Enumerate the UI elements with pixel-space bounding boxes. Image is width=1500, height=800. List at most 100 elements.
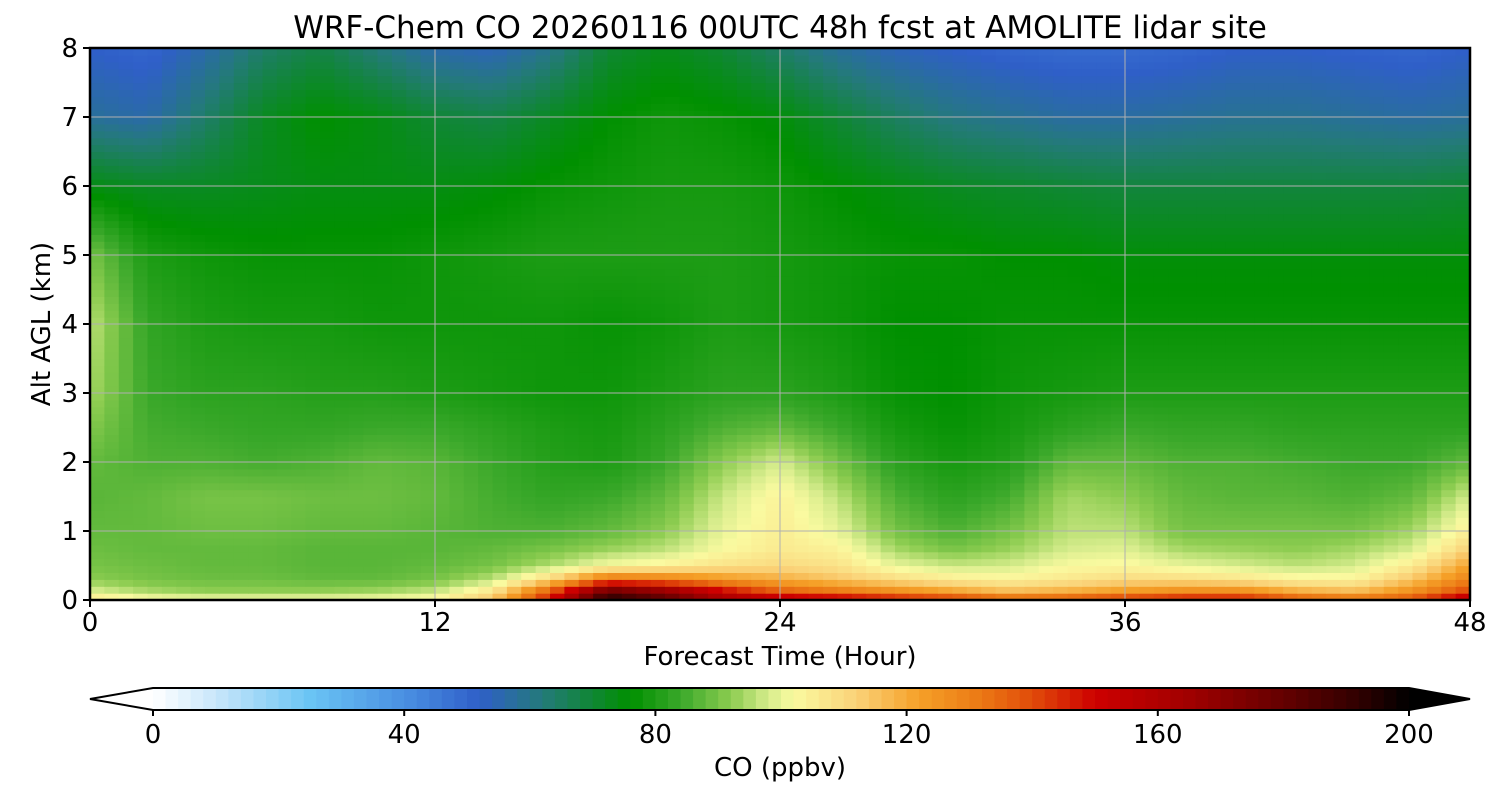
heatmap-cell bbox=[1340, 268, 1356, 277]
heatmap-cell bbox=[90, 468, 105, 477]
heatmap-cell bbox=[952, 503, 968, 511]
heatmap-cell bbox=[693, 372, 709, 380]
heatmap-cell bbox=[679, 261, 695, 270]
heatmap-cell bbox=[1211, 510, 1227, 518]
heatmap-cell bbox=[1441, 317, 1457, 325]
heatmap-cell bbox=[219, 282, 235, 291]
heatmap-cell bbox=[1153, 337, 1169, 346]
heatmap-cell bbox=[90, 586, 105, 594]
heatmap-cell bbox=[1139, 551, 1155, 560]
heatmap-cell bbox=[492, 475, 508, 484]
heatmap-cell bbox=[1096, 482, 1112, 491]
heatmap-cell bbox=[621, 310, 637, 318]
heatmap-cell bbox=[607, 503, 623, 511]
heatmap-cell bbox=[1067, 517, 1083, 525]
heatmap-cell bbox=[679, 593, 695, 601]
heatmap-cell bbox=[636, 517, 652, 525]
heatmap-cell bbox=[938, 351, 954, 360]
heatmap-cell bbox=[650, 379, 666, 387]
heatmap-cell bbox=[1125, 261, 1140, 270]
heatmap-cell bbox=[1383, 551, 1399, 560]
heatmap-cell bbox=[377, 544, 393, 553]
heatmap-cell bbox=[909, 413, 925, 422]
heatmap-cell bbox=[1240, 324, 1255, 332]
heatmap-cell bbox=[1268, 462, 1284, 470]
heatmap-cell bbox=[995, 434, 1011, 442]
heatmap-cell bbox=[291, 344, 307, 353]
heatmap-cell bbox=[1153, 475, 1169, 484]
heatmap-cell bbox=[1297, 365, 1313, 373]
heatmap-cell bbox=[320, 586, 335, 594]
heatmap-cell bbox=[348, 482, 364, 491]
heatmap-cell bbox=[621, 282, 637, 291]
heatmap-cell bbox=[1340, 351, 1356, 360]
heatmap-cell bbox=[650, 586, 666, 594]
heatmap-cell bbox=[535, 406, 551, 415]
heatmap-cell bbox=[621, 255, 637, 263]
heatmap-cell bbox=[248, 365, 264, 373]
heatmap-cell bbox=[1340, 275, 1356, 284]
heatmap-cell bbox=[406, 268, 422, 277]
heatmap-cell bbox=[564, 351, 580, 360]
heatmap-cell bbox=[837, 420, 853, 429]
heatmap-cell bbox=[1326, 406, 1342, 415]
heatmap-cell bbox=[621, 420, 637, 429]
heatmap-cell bbox=[262, 303, 278, 311]
heatmap-cell bbox=[305, 572, 321, 580]
heatmap-cell bbox=[1297, 406, 1313, 415]
heatmap-cell bbox=[780, 344, 795, 353]
heatmap-cell bbox=[736, 448, 752, 456]
heatmap-cell bbox=[923, 420, 939, 429]
heatmap-cell bbox=[880, 372, 896, 380]
heatmap-cell bbox=[463, 544, 479, 553]
heatmap-cell bbox=[276, 358, 292, 366]
heatmap-cell bbox=[1110, 255, 1126, 263]
heatmap-cell bbox=[1355, 503, 1370, 511]
heatmap-cell bbox=[406, 524, 422, 532]
heatmap-cell bbox=[751, 586, 767, 594]
heatmap-cell bbox=[1153, 531, 1169, 539]
heatmap-cell bbox=[1369, 441, 1385, 449]
heatmap-cell bbox=[693, 241, 709, 249]
heatmap-cell bbox=[248, 475, 264, 484]
heatmap-cell bbox=[1326, 358, 1342, 366]
heatmap-cell bbox=[880, 593, 896, 601]
heatmap-cell bbox=[104, 330, 120, 339]
heatmap-cell bbox=[1240, 337, 1255, 346]
heatmap-cell bbox=[981, 475, 997, 484]
chart-title: WRF-Chem CO 20260116 00UTC 48h fcst at A… bbox=[293, 10, 1267, 46]
heatmap-cell bbox=[751, 593, 767, 601]
heatmap-cell bbox=[1096, 427, 1112, 435]
heatmap-cell bbox=[1297, 310, 1313, 318]
heatmap-cell bbox=[1081, 420, 1097, 429]
heatmap-cell bbox=[665, 372, 680, 380]
heatmap-cell bbox=[751, 455, 767, 463]
heatmap-cell bbox=[1268, 268, 1284, 277]
heatmap-cell bbox=[1168, 510, 1184, 518]
heatmap-cell bbox=[348, 275, 364, 284]
heatmap-cell bbox=[1168, 572, 1184, 580]
heatmap-cell bbox=[535, 455, 551, 463]
heatmap-cell bbox=[1441, 337, 1457, 346]
heatmap-cell bbox=[1110, 524, 1126, 532]
heatmap-cell bbox=[1225, 289, 1241, 297]
heatmap-cell bbox=[880, 524, 896, 532]
heatmap-cell bbox=[952, 468, 968, 477]
heatmap-cell bbox=[233, 420, 249, 429]
heatmap-cell bbox=[506, 496, 522, 504]
heatmap-cell bbox=[118, 482, 134, 491]
heatmap-cell bbox=[420, 565, 436, 573]
heatmap-cell bbox=[506, 337, 522, 346]
heatmap-cell bbox=[981, 489, 997, 498]
heatmap-cell bbox=[104, 482, 120, 491]
heatmap-cell bbox=[636, 510, 652, 518]
heatmap-cell bbox=[736, 489, 752, 498]
heatmap-cell bbox=[1038, 475, 1054, 484]
heatmap-cell bbox=[1326, 544, 1342, 553]
heatmap-cell bbox=[593, 268, 609, 277]
heatmap-cell bbox=[1355, 261, 1370, 270]
heatmap-cell bbox=[219, 565, 235, 573]
heatmap-cell bbox=[837, 455, 853, 463]
heatmap-cell bbox=[291, 537, 307, 546]
heatmap-cell bbox=[851, 303, 867, 311]
